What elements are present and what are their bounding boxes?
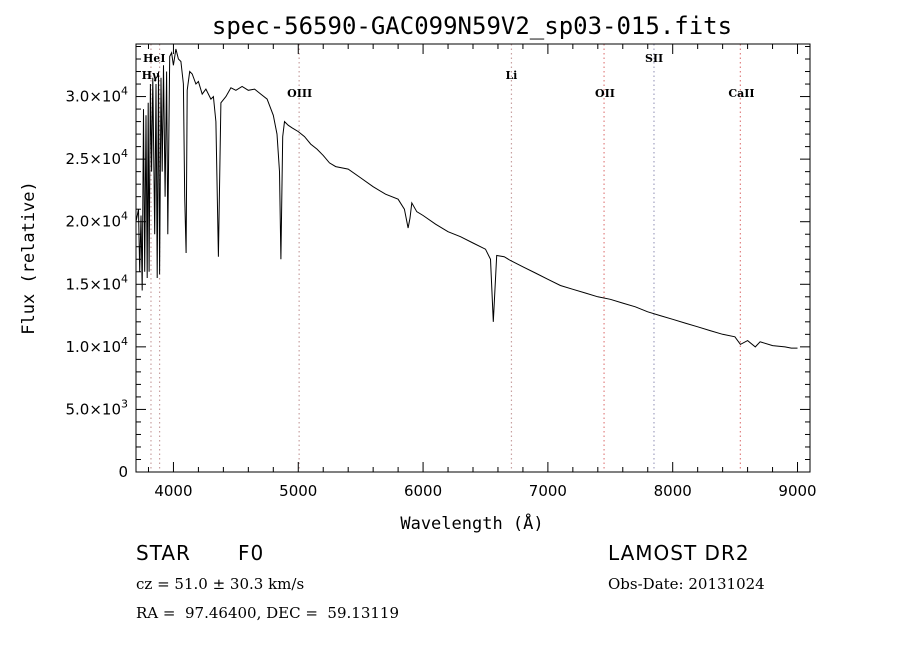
survey-name: LAMOST DR2 (608, 541, 750, 565)
y-tick-exponent: 4 (121, 272, 128, 285)
line-markers: HeI Hγ OIII Li OII SII CaII (142, 44, 755, 472)
chart-title: spec-56590-GAC099N59V2_sp03-015.fits (212, 12, 732, 40)
y-tick-label: 2.5×104 (65, 147, 128, 168)
x-tick-label: 4000 (154, 482, 192, 500)
y-tick-label: 5.0×103 (65, 397, 128, 418)
y-tick-label: 2.0×104 (65, 210, 128, 231)
y-tick-exponent: 4 (121, 335, 128, 348)
spectral-subclass: F0 (238, 541, 265, 565)
x-tick-label: 6000 (404, 482, 442, 500)
x-tick-label: 9000 (778, 482, 816, 500)
object-class: STAR (136, 541, 191, 565)
line-marker-label: CaII (728, 87, 754, 100)
y-tick-label: 0 (118, 463, 128, 481)
line-marker-label: Li (505, 69, 517, 82)
x-tick-label: 7000 (529, 482, 567, 500)
y-axis: 0 5.0×103 1.0×104 1.5×104 2.0×104 2.5×104 3.0×… (65, 46, 810, 481)
x-tick-label: 5000 (279, 482, 317, 500)
x-axis: 4000 5000 6000 7000 8000 9000 (147, 44, 817, 500)
spectrum-line (135, 48, 798, 349)
y-tick-exponent: 4 (121, 147, 128, 160)
y-tick-label: 1.0×104 (65, 335, 128, 356)
y-tick-label: 1.5×104 (65, 272, 128, 293)
observation-date: Obs-Date: 20131024 (608, 575, 765, 593)
line-marker-label: HeI (143, 52, 166, 65)
line-marker-label: Hγ (142, 69, 160, 82)
line-marker-label: OII (595, 87, 615, 100)
line-marker-label: SII (645, 52, 663, 65)
y-axis-label: Flux (relative) (19, 181, 39, 335)
y-tick-exponent: 3 (121, 397, 128, 410)
y-tick-exponent: 4 (121, 210, 128, 223)
y-tick-label: 3.0×104 (65, 85, 128, 106)
plot-frame (135, 43, 811, 473)
redshift-velocity: cz = 51.0 ± 30.3 km/s (136, 575, 305, 593)
coordinates: RA = 97.46400, DEC = 59.13119 (136, 604, 400, 622)
x-tick-label: 8000 (654, 482, 692, 500)
line-marker-label: OIII (287, 87, 312, 100)
x-axis-label: Wavelength (Å) (400, 512, 543, 534)
y-tick-exponent: 4 (121, 85, 128, 98)
